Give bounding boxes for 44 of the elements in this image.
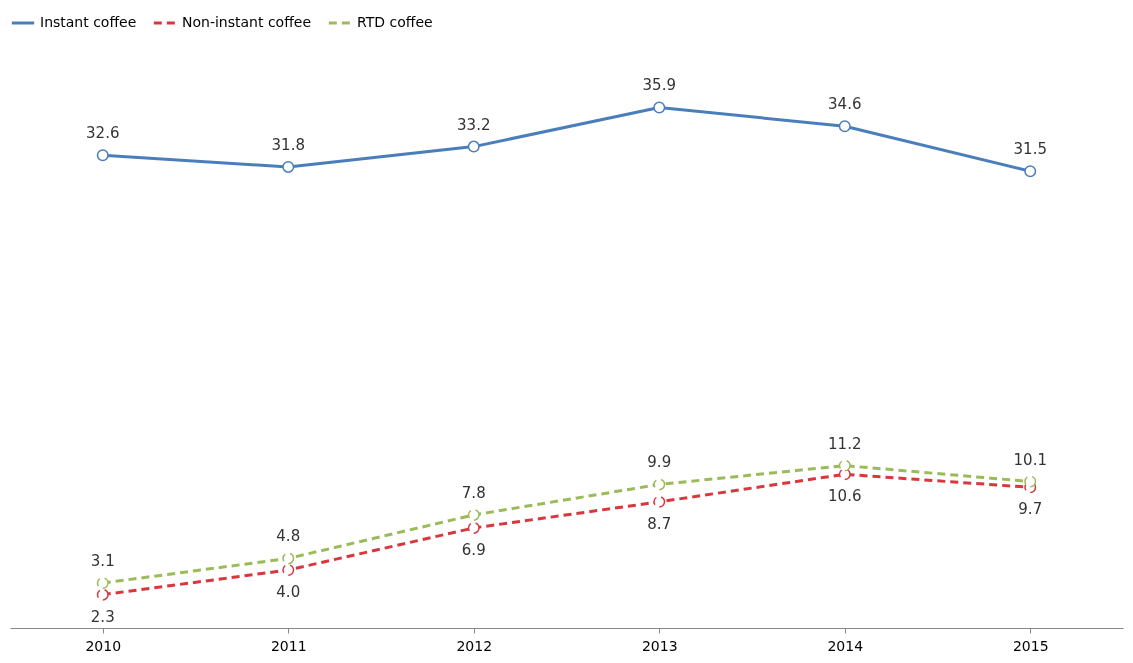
data-label: 10.6 — [828, 487, 862, 506]
legend-label: RTD coffee — [357, 14, 433, 30]
point — [96, 588, 109, 601]
x-tick-label: 2010 — [85, 637, 122, 654]
data-label: 31.8 — [271, 135, 305, 154]
data-label: 10.1 — [1013, 450, 1047, 469]
x-tick-label: 2013 — [641, 637, 678, 654]
data-label: 7.8 — [461, 483, 486, 502]
point — [1024, 165, 1037, 178]
data-label: 11.2 — [828, 434, 862, 453]
point — [282, 552, 295, 565]
data-label: 35.9 — [642, 76, 676, 95]
point — [467, 508, 480, 521]
legend-label: Non-instant coffee — [182, 14, 312, 30]
data-label: 8.7 — [647, 514, 672, 533]
point — [838, 459, 851, 472]
point — [282, 160, 295, 173]
point — [838, 120, 851, 133]
data-label: 9.7 — [1018, 500, 1043, 519]
point — [1024, 475, 1037, 488]
point — [653, 495, 666, 508]
data-label: 3.1 — [90, 552, 115, 571]
point — [282, 564, 295, 576]
data-label: 34.6 — [828, 95, 862, 114]
x-tick-label: 2011 — [270, 637, 307, 654]
x-tick-label: 2012 — [456, 637, 493, 654]
point — [653, 478, 666, 491]
data-label: 9.9 — [647, 453, 672, 472]
data-label: 6.9 — [461, 540, 486, 559]
x-tick-label: 2015 — [1012, 637, 1049, 654]
data-label: 32.6 — [86, 124, 120, 143]
x-tick-label: 2014 — [827, 637, 864, 654]
data-label: 33.2 — [457, 115, 491, 134]
point — [467, 140, 480, 153]
data-label: 4.8 — [276, 527, 301, 546]
point — [96, 149, 109, 162]
point — [653, 101, 666, 114]
data-label: 2.3 — [90, 607, 115, 626]
point — [467, 521, 480, 534]
legend-label: Instant coffee — [40, 14, 137, 30]
point — [96, 577, 109, 590]
data-label: 31.5 — [1013, 140, 1047, 159]
data-label: 4.0 — [276, 583, 301, 601]
point — [838, 468, 851, 481]
